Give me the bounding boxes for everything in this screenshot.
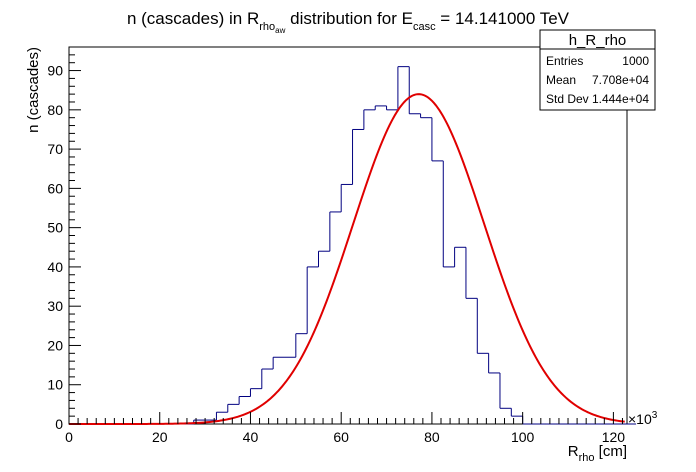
histogram-bin	[499, 372, 512, 409]
stats-title: h_R_rho	[569, 32, 627, 49]
y-tick-label: 0	[55, 416, 63, 432]
title-subsub: aw	[275, 26, 285, 35]
y-tick-label: 10	[47, 377, 63, 393]
y-tick-label: 50	[47, 220, 63, 236]
x-tick-label: 60	[333, 429, 349, 445]
fit-layer	[69, 93, 625, 425]
xlabel-sub: rho	[579, 452, 595, 464]
y-tick-label: 30	[47, 298, 63, 314]
y-tick-label: 70	[47, 141, 63, 157]
histogram-bin	[420, 113, 432, 119]
histogram-bin	[454, 246, 466, 267]
histogram-bin	[238, 396, 251, 405]
title-suffix: = 14.141000 TeV	[436, 9, 570, 28]
stats-box: h_R_rho Entries 1000 Mean 7.708e+04 Std …	[539, 29, 656, 111]
x-axis-label: Rrho [cm]	[568, 443, 627, 464]
histogram-layer	[69, 66, 637, 425]
histogram-bin	[442, 160, 455, 268]
xlabel-unit: [cm]	[595, 443, 628, 460]
fit-curve	[69, 93, 625, 425]
histogram-bin	[465, 247, 478, 299]
y-tick-label: 60	[47, 180, 63, 196]
stats-entries-value: 1000	[622, 54, 649, 68]
histogram-bin	[329, 211, 342, 252]
histogram-bin	[306, 266, 319, 334]
y-tick-label: 20	[47, 337, 63, 353]
histogram-bin	[272, 356, 285, 370]
histogram-bin	[408, 66, 421, 115]
title-sub2: casc	[413, 21, 436, 33]
histogram-bin	[318, 250, 330, 267]
x-tick-label: 100	[511, 429, 535, 445]
histogram-bin	[488, 353, 500, 374]
x-tick-label: 40	[243, 429, 259, 445]
stats-entries-label: Entries	[546, 54, 583, 68]
histogram-bin	[295, 333, 308, 358]
x-scale-exp: 3	[652, 410, 658, 421]
histogram-bin	[431, 117, 444, 162]
chart-title: n (cascades) in Rrhoaw distribution for …	[127, 9, 570, 35]
y-axis: 0 10 20 30 40 50 60 70 80 90	[47, 46, 81, 432]
title-mid: distribution for E	[285, 9, 413, 28]
y-tick-label: 90	[47, 63, 63, 79]
x-scale-label: ×10	[628, 411, 652, 427]
y-tick-label: 40	[47, 259, 63, 275]
histogram-bin	[374, 105, 387, 110]
histogram-bin	[215, 411, 228, 421]
histogram-bin	[476, 298, 489, 354]
x-axis: 0 20 40 60 80 100 120	[65, 412, 625, 445]
stats-stddev-value: 1.444e+04	[592, 92, 649, 106]
x-tick-label: 80	[424, 429, 440, 445]
histogram-bin	[363, 109, 376, 130]
stats-mean-label: Mean	[546, 73, 576, 87]
histogram-bin	[397, 66, 410, 110]
x-scale-factor: ×103	[628, 410, 658, 427]
histogram-bin	[227, 403, 240, 413]
histogram-bin	[340, 183, 353, 212]
stats-stddev-label: Std Dev	[546, 92, 589, 106]
xlabel-main: R	[568, 443, 579, 460]
histogram-bin	[522, 416, 534, 425]
y-axis-label: n (cascades)	[25, 47, 42, 133]
y-tick-label: 80	[47, 102, 63, 118]
histogram-bin	[510, 408, 523, 417]
x-tick-label: 20	[152, 429, 168, 445]
title-sub: rho	[259, 21, 275, 33]
stats-mean-value: 7.708e+04	[592, 73, 649, 87]
title-prefix: n (cascades) in R	[127, 9, 259, 28]
histogram-bin	[352, 128, 364, 185]
x-tick-label: 120	[602, 429, 626, 445]
histogram-bin	[261, 368, 274, 389]
histogram-bin	[249, 388, 262, 397]
histogram-bin	[386, 105, 398, 111]
x-tick-label: 0	[65, 429, 73, 445]
